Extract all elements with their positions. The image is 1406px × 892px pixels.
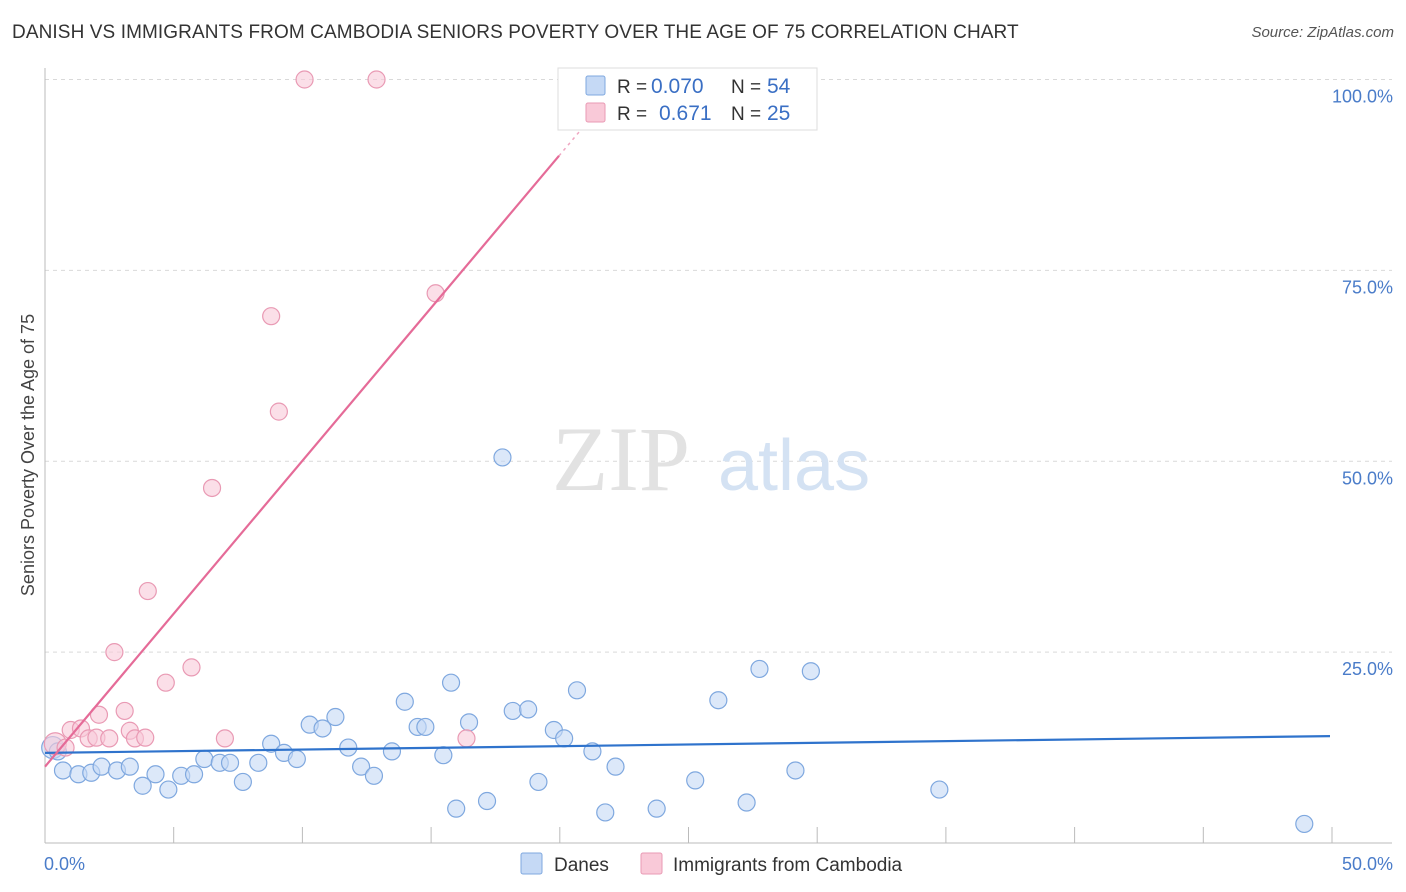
danes-point-48 [709,691,728,710]
danes-point-52 [801,662,820,681]
bottom-legend-label-cambodia: Immigrants from Cambodia [673,855,903,876]
danes-point-31 [434,746,453,765]
danes-point-46 [647,799,666,818]
y-tick-label-25: 25.0% [1342,659,1393,679]
danes-point-33 [447,799,466,818]
cambodia-point-13 [138,581,157,601]
danes-point-24 [339,738,358,757]
danes-point-17 [249,753,268,772]
cambodia-point-16 [202,478,222,498]
danes-point-8 [133,776,152,795]
legend-n-value-danes: 54 [767,75,791,98]
danes-point-7 [120,757,139,776]
legend-r-label-danes: R = [617,77,647,98]
chart-title: DANISH VS IMMIGRANTS FROM CAMBODIA SENIO… [12,22,1019,43]
cambodia-points [43,70,476,757]
cambodia-point-8 [105,643,124,662]
danes-point-26 [364,766,384,785]
danes-point-37 [503,701,522,721]
danes-point-39 [529,772,548,792]
danes-point-50 [750,659,769,679]
x-tick-label-max: 50.0% [1342,854,1393,874]
danes-point-35 [477,791,497,811]
danes-point-34 [459,713,479,732]
watermark-zip: ZIP [552,408,690,510]
danes-point-42 [567,681,587,700]
y-axis-title: Seniors Poverty Over the Age of 75 [18,314,38,596]
y-tick-labels: 25.0% 50.0% 75.0% 100.0% [1332,87,1393,680]
cambodia-point-14 [156,673,175,692]
danes-point-32 [441,673,461,692]
cambodia-point-12 [136,728,155,747]
bottom-legend-swatch-danes [520,852,543,875]
danes-point-23 [326,707,345,727]
danes-point-28 [395,692,414,711]
danes-point-30 [416,717,435,737]
cambodia-point-22 [426,284,445,303]
cambodia-trend-line [44,155,560,768]
cambodia-point-17 [215,729,234,748]
legend: R = 0.070 N = 54 R = 0.671 N = 25 [557,67,818,131]
danes-point-43 [583,742,602,761]
cambodia-point-20 [295,70,314,89]
danes-point-49 [737,793,756,812]
cambodia-point-19 [269,402,288,421]
danes-point-54 [1295,814,1314,834]
danes-point-22 [313,719,332,738]
legend-n-label-cambodia: N = [731,104,761,125]
bottom-legend-label-danes: Danes [554,855,609,876]
chart-source: Source: ZipAtlas.com [1251,24,1394,41]
cambodia-point-6 [89,705,109,724]
cambodia-point-23 [457,729,476,748]
legend-n-value-cambodia: 25 [767,102,790,125]
y-tick-label-100: 100.0% [1332,87,1393,107]
danes-trend-line [44,735,1331,755]
legend-swatch-cambodia [585,102,606,123]
legend-n-label-danes: N = [731,77,761,98]
danes-point-5 [92,757,111,776]
danes-point-45 [606,757,625,776]
danes-point-53 [930,780,949,799]
legend-r-value-cambodia: 0.671 [659,102,712,125]
danes-point-51 [786,761,805,780]
danes-point-15 [220,753,240,772]
y-tick-label-75: 75.0% [1342,277,1393,297]
legend-swatch-danes [585,75,606,96]
danes-point-47 [686,771,705,790]
danes-point-13 [195,749,214,769]
danes-point-27 [382,742,402,761]
danes-point-44 [596,803,615,822]
danes-point-2 [53,761,73,780]
danes-point-10 [159,780,178,799]
cambodia-point-18 [262,307,281,326]
danes-point-20 [287,749,306,769]
danes-point-38 [519,700,538,719]
x-ticks [173,827,1333,843]
cambodia-point-7 [100,729,119,748]
cambodia-point-21 [367,70,386,89]
watermark-atlas: atlas [718,426,870,506]
bottom-legend: Danes Immigrants from Cambodia [520,852,903,876]
bottom-legend-swatch-cambodia [640,852,663,875]
danes-point-41 [555,729,574,748]
x-tick-label-min: 0.0% [44,854,85,874]
cambodia-point-15 [182,658,201,677]
cambodia-point-9 [115,701,134,721]
danes-point-18 [262,734,281,753]
danes-point-36 [493,448,512,467]
danes-point-16 [233,772,252,792]
legend-r-label-cambodia: R = [617,104,647,125]
danes-point-12 [184,765,204,784]
gridlines [45,79,1392,653]
danes-point-9 [146,765,165,784]
danes-point-25 [352,757,371,776]
y-tick-label-50: 50.0% [1342,468,1393,488]
legend-r-value-danes: 0.070 [651,75,704,98]
